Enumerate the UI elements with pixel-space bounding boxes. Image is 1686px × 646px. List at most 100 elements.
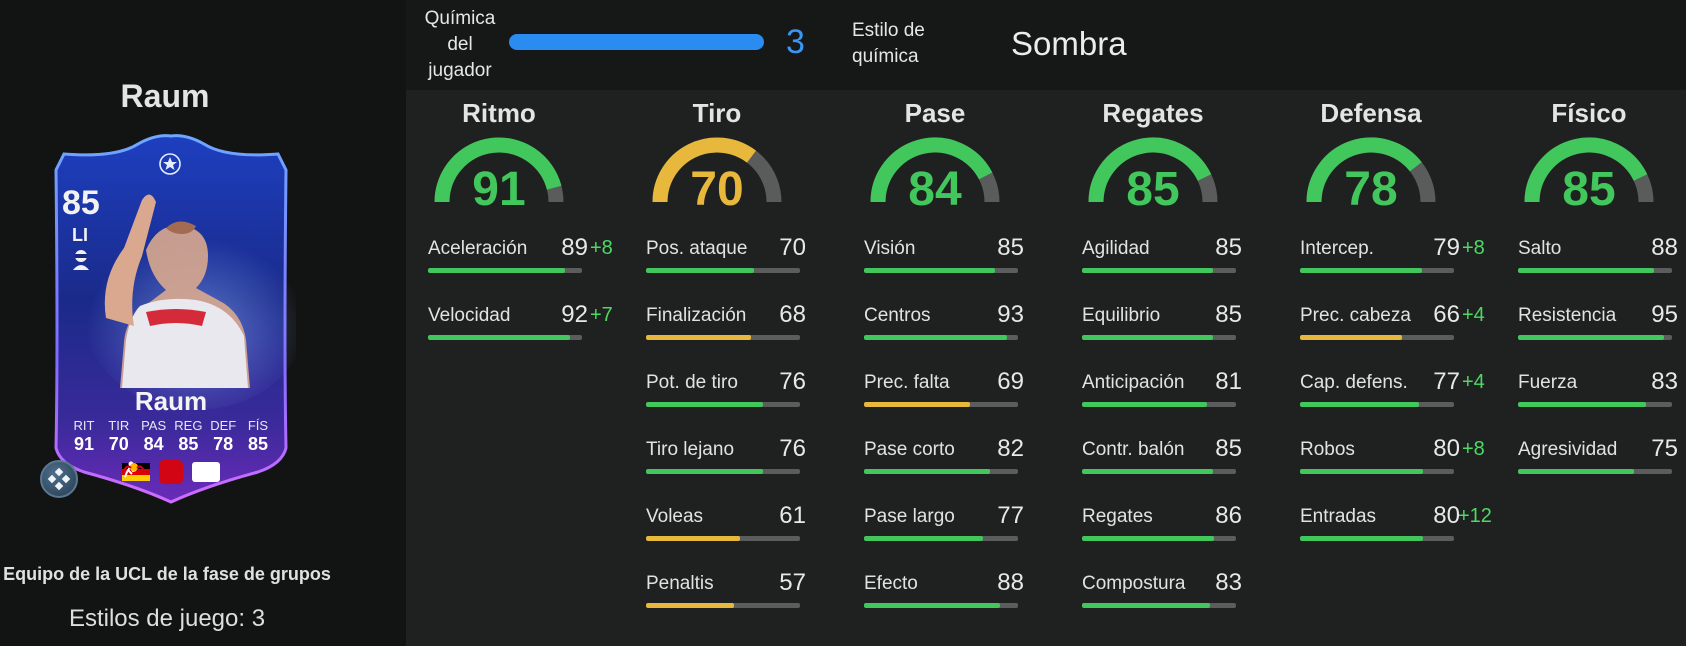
- attribute-value: 69: [997, 368, 1024, 395]
- attribute-row: Pase corto 82: [864, 433, 1024, 483]
- attribute-value: 80: [1433, 435, 1460, 462]
- player-panel: Raum: [0, 0, 406, 646]
- chemistry-label: Química del jugador: [424, 8, 496, 81]
- player-card[interactable]: 85 LI Raum RIT 91 TIR 70 PAS 84: [46, 130, 296, 506]
- attribute-row: Compostura 83: [1082, 567, 1242, 617]
- category-title: Tiro: [692, 98, 742, 128]
- attribute-bar: [1300, 469, 1454, 474]
- attribute-bar-fill: [864, 335, 1008, 340]
- attribute-value: 66: [1433, 301, 1460, 328]
- category-title: Pase: [904, 98, 966, 128]
- attribute-name: Prec. falta: [864, 372, 950, 393]
- attribute-name: Fuerza: [1518, 372, 1578, 393]
- attribute-name: Anticipación: [1082, 372, 1185, 393]
- attribute-bar: [1518, 402, 1672, 407]
- card-stat: RIT 91: [68, 418, 100, 455]
- attribute-name: Finalización: [646, 305, 747, 326]
- card-stat-value: 70: [108, 434, 129, 454]
- card-stat-label: PAS: [141, 418, 167, 433]
- attribute-row: Equilibrio 85: [1082, 299, 1242, 349]
- chem-style-label-text: Estilo de química: [852, 20, 925, 67]
- category-title: Defensa: [1320, 98, 1422, 128]
- attribute-value: 61: [779, 502, 806, 529]
- chem-style-value[interactable]: Sombra: [1011, 25, 1127, 62]
- attribute-name: Robos: [1300, 439, 1355, 460]
- attribute-value: 76: [779, 368, 806, 395]
- attribute-bar: [864, 335, 1018, 340]
- card-player-name: Raum: [134, 386, 208, 416]
- attribute-value: 85: [1215, 301, 1242, 328]
- attribute-value: 79: [1433, 234, 1460, 261]
- attribute-name: Visión: [864, 238, 916, 259]
- attribute-row: Penaltis 57: [646, 567, 806, 617]
- attribute-bar: [1518, 469, 1672, 474]
- attribute-name: Penaltis: [646, 573, 714, 594]
- attribute-bar: [1082, 268, 1236, 273]
- attribute-name: Prec. cabeza: [1300, 305, 1411, 326]
- attribute-value: 83: [1215, 569, 1242, 596]
- attribute-bar-fill: [646, 536, 740, 541]
- playstyles-count[interactable]: Estilos de juego: 3: [68, 605, 266, 632]
- player-name: Raum: [120, 78, 210, 114]
- attribute-bar-fill: [864, 536, 983, 541]
- attribute-value: 70: [779, 234, 806, 261]
- attribute-boost: +7: [590, 304, 613, 326]
- attribute-boost: +4: [1462, 371, 1485, 393]
- card-stat-value: 91: [73, 434, 95, 454]
- gauge-fill: [870, 137, 993, 203]
- card-stat-value: 85: [178, 434, 199, 454]
- attribute-name: Intercep.: [1300, 238, 1374, 259]
- attribute-value: 75: [1651, 435, 1678, 462]
- card-stat-value: 84: [143, 434, 164, 454]
- attribute-bar: [646, 268, 800, 273]
- attribute-value: 95: [1651, 301, 1678, 328]
- attribute-bar: [428, 335, 582, 340]
- attribute-name: Pos. ataque: [646, 238, 748, 259]
- attribute-row: Voleas 61: [646, 500, 806, 550]
- attribute-bar: [864, 603, 1018, 608]
- attribute-name: Contr. balón: [1082, 439, 1185, 460]
- attribute-bar-fill: [1300, 268, 1422, 273]
- attribute-bar-fill: [1082, 402, 1207, 407]
- attribute-bar: [864, 402, 1018, 407]
- card-stat-label: TIR: [108, 418, 130, 433]
- rb-leipzig-icon: [122, 462, 220, 482]
- attribute-bar-fill: [1300, 469, 1424, 474]
- category-value: 70: [690, 163, 744, 216]
- attribute-name: Pase corto: [864, 439, 955, 460]
- card-stats: RIT 91 TIR 70 PAS 84 REG 85 DEF 78 FÍS 8…: [68, 418, 274, 455]
- attribute-boost: +4: [1462, 304, 1485, 326]
- attribute-value: 88: [997, 569, 1024, 596]
- attribute-row: Salto 88: [1518, 232, 1678, 282]
- card-stat-label: REG: [174, 418, 203, 433]
- card-stat: FÍS 85: [242, 418, 274, 455]
- attribute-row: Pot. de tiro 76: [646, 366, 806, 416]
- attribute-row: Efecto 88: [864, 567, 1024, 617]
- attribute-name: Entradas: [1300, 506, 1377, 527]
- stat-gauge: [1524, 137, 1654, 203]
- attribute-bar-fill: [428, 335, 570, 340]
- attribute-boost: +8: [1462, 438, 1485, 460]
- attribute-name: Voleas: [646, 506, 704, 527]
- attributes-panel: Ritmo 91 Aceleración 89 +8 Velocidad 92 +7 Tiro 7…: [406, 90, 1686, 646]
- attribute-row: Visión 85: [864, 232, 1024, 282]
- gauge-fill: [1524, 137, 1648, 203]
- attribute-name: Tiro lejano: [646, 439, 735, 460]
- attribute-bar: [1300, 335, 1454, 340]
- attribute-row: Regates 86: [1082, 500, 1242, 550]
- attribute-bar: [1300, 402, 1454, 407]
- category-value: 85: [1126, 163, 1180, 216]
- attribute-name: Pase largo: [864, 506, 955, 527]
- card-badges: [122, 460, 220, 484]
- attribute-value: 77: [1433, 368, 1460, 395]
- card-rating: 85: [62, 184, 100, 222]
- attribute-row: Contr. balón 85: [1082, 433, 1242, 483]
- attribute-bar-fill: [1082, 469, 1213, 474]
- attribute-value: 85: [1215, 435, 1242, 462]
- gauge-fill: [1088, 137, 1212, 203]
- attribute-name: Pot. de tiro: [646, 372, 738, 393]
- attribute-name: Regates: [1082, 506, 1153, 527]
- attribute-row: Entradas 80 +12: [1300, 500, 1492, 550]
- champions-league-icon: [158, 152, 182, 176]
- evolution-icon[interactable]: [40, 460, 78, 498]
